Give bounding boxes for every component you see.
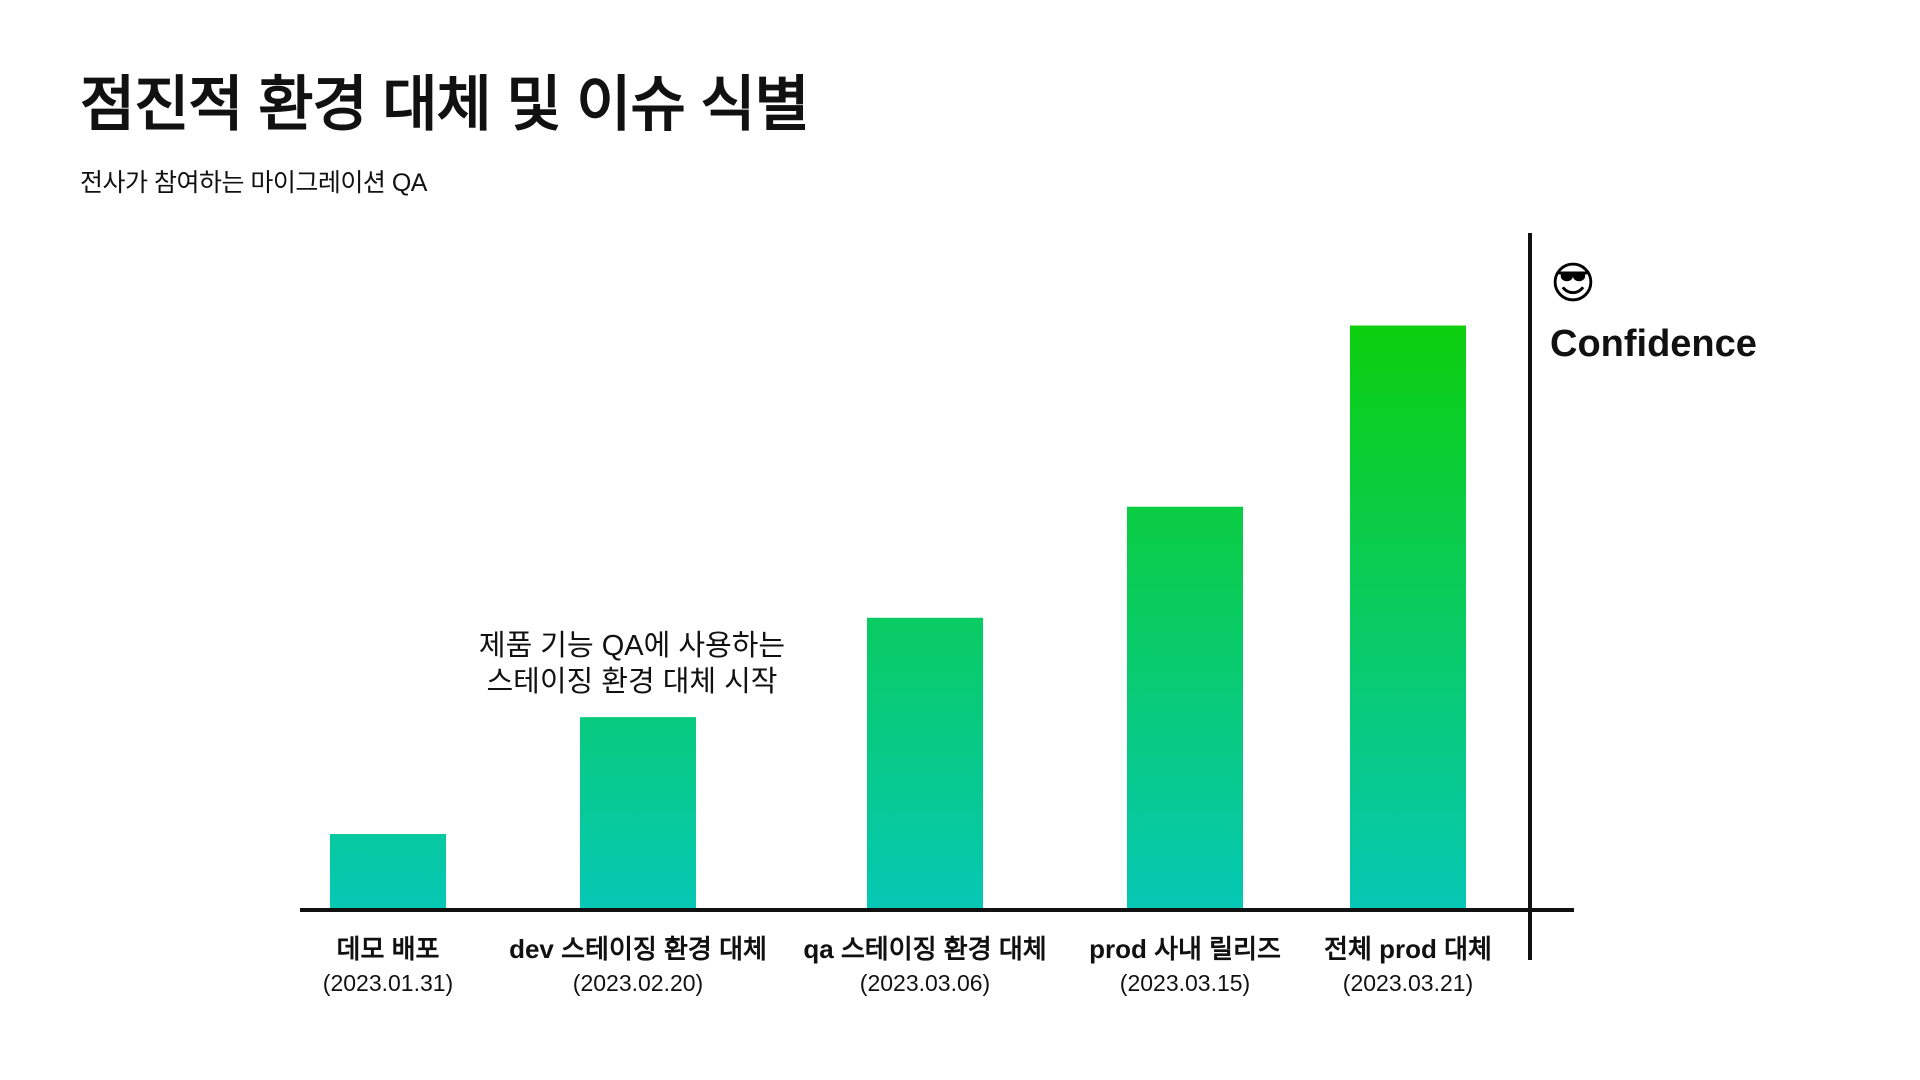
category-labels-layer: 데모 배포 (2023.01.31) dev 스테이징 환경 대체 (2023.02.… <box>323 934 1492 996</box>
category-label-3: qa 스테이징 환경 대체 <box>803 934 1046 964</box>
category-label-5: 전체 prod 대체 <box>1324 934 1492 964</box>
page-subtitle: 전사가 참여하는 마이그레이션 QA <box>80 169 427 197</box>
date-label-2: (2023.02.20) <box>573 970 703 996</box>
bar-3 <box>867 617 983 910</box>
bars-layer <box>330 325 1466 911</box>
category-label-2: dev 스테이징 환경 대체 <box>509 934 767 964</box>
bar-2 <box>580 717 696 910</box>
category-label-1: 데모 배포 <box>337 934 440 964</box>
bar-5 <box>1350 325 1466 911</box>
annotation-line-2: 스테이징 환경 대체 시작 <box>487 665 778 698</box>
date-label-4: (2023.03.15) <box>1120 970 1250 996</box>
bar-4 <box>1127 506 1243 910</box>
date-label-3: (2023.03.06) <box>860 970 990 996</box>
annotation-line-1: 제품 기능 QA에 사용하는 <box>479 629 785 662</box>
bar-1 <box>330 834 446 910</box>
date-label-1: (2023.01.31) <box>323 970 453 996</box>
date-label-5: (2023.03.21) <box>1343 970 1473 996</box>
sunglasses-emoji-icon: 😎 <box>1550 259 1596 308</box>
category-label-4: prod 사내 릴리즈 <box>1089 934 1281 964</box>
y-axis-label: Confidence <box>1550 323 1757 365</box>
page-title: 점진적 환경 대체 및 이슈 식별 <box>80 71 810 138</box>
